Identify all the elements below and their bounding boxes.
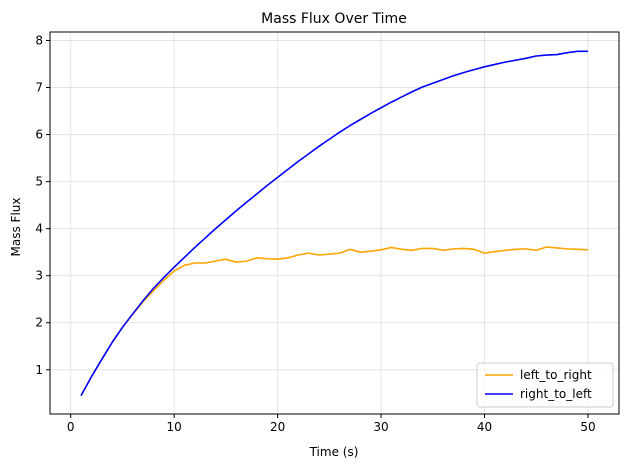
y-axis-label: Mass Flux	[9, 198, 23, 257]
x-axis-label: Time (s)	[309, 445, 359, 459]
y-tick-label: 4	[35, 222, 43, 236]
y-tick-label: 2	[35, 316, 43, 330]
x-tick-label: 0	[67, 420, 75, 434]
y-tick-label: 1	[35, 363, 43, 377]
series-lines	[80, 50, 588, 397]
legend-box	[476, 362, 614, 408]
y-tick-label: 3	[35, 269, 43, 283]
x-tick-label: 50	[580, 420, 595, 434]
x-tick-label: 10	[167, 420, 182, 434]
series-line-left_to_right	[80, 246, 588, 397]
legend: left_to_right right_to_left	[476, 362, 614, 408]
chart-title: Mass Flux Over Time	[261, 11, 407, 27]
legend-label-left_to_right: left_to_right	[520, 368, 592, 382]
y-tick-label: 8	[35, 33, 43, 47]
grid	[50, 32, 619, 414]
x-tick-label: 30	[373, 420, 388, 434]
series-line-right_to_left	[80, 50, 588, 397]
y-tick-label: 7	[35, 81, 43, 95]
x-tick-label: 40	[477, 420, 492, 434]
legend-label-right_to_left: right_to_left	[520, 387, 592, 401]
y-tick-label: 6	[35, 128, 43, 142]
x-axis: 0 10 20 30 40 50	[67, 414, 596, 434]
x-tick-label: 20	[270, 420, 285, 434]
plot-frame	[49, 31, 620, 415]
y-axis: 1 2 3 4 5 6 7 8	[35, 33, 50, 377]
y-tick-label: 5	[35, 175, 43, 189]
